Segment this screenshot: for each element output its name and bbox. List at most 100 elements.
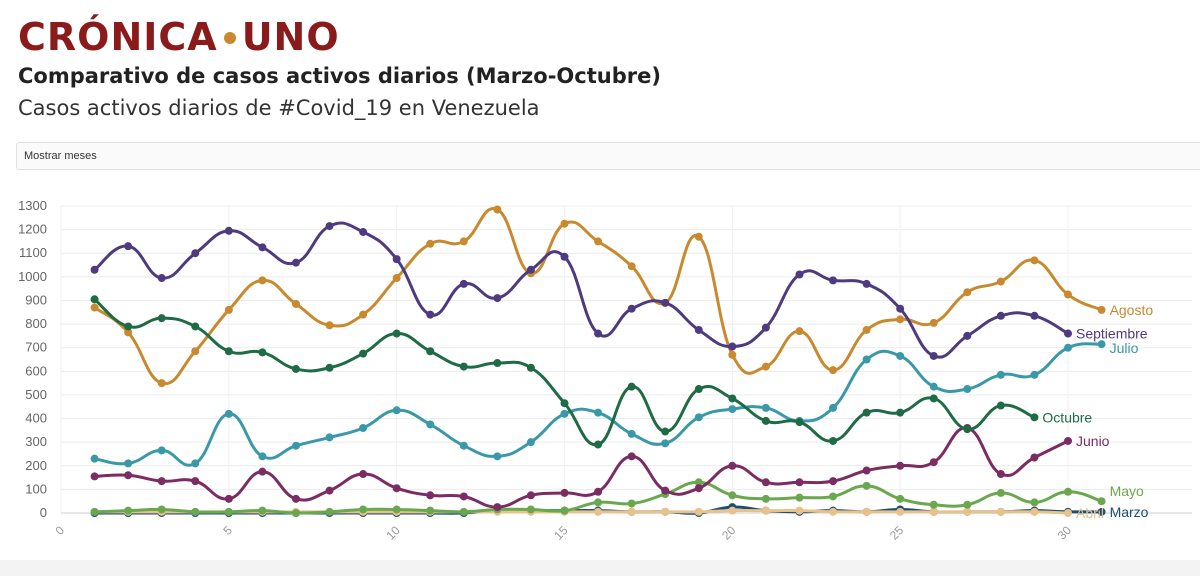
data-point	[594, 498, 603, 507]
data-point	[1064, 343, 1072, 352]
data-point	[728, 342, 737, 351]
data-point	[359, 227, 368, 236]
data-point	[526, 491, 535, 500]
data-point	[90, 265, 99, 274]
x-tick-label: 15	[551, 523, 571, 543]
data-point	[694, 385, 703, 394]
data-point	[191, 249, 200, 258]
data-point	[157, 314, 166, 323]
x-tick-label: 30	[1055, 523, 1075, 543]
data-point	[1097, 497, 1106, 506]
series-label: Junio	[1076, 433, 1110, 449]
data-point	[325, 222, 334, 231]
data-point	[1097, 340, 1106, 349]
data-point	[896, 461, 905, 470]
data-point	[560, 506, 569, 515]
data-point	[1064, 436, 1072, 445]
logo-dot-icon	[223, 32, 236, 44]
data-point	[459, 441, 468, 450]
data-point	[761, 506, 770, 515]
data-point	[963, 385, 972, 394]
data-point	[1030, 498, 1039, 507]
data-point	[761, 362, 770, 371]
data-point	[224, 305, 233, 314]
data-point	[728, 350, 737, 359]
data-point	[728, 506, 737, 515]
series-label: Julio	[1110, 340, 1139, 356]
data-point	[493, 205, 502, 214]
data-point	[661, 298, 670, 307]
series-label: Agosto	[1110, 302, 1154, 318]
data-point	[191, 347, 200, 356]
data-point	[224, 507, 233, 516]
data-point	[896, 494, 905, 503]
month-toggle-control[interactable]: Mostrar meses	[16, 142, 1200, 170]
data-point	[627, 382, 636, 391]
data-point	[90, 454, 99, 463]
data-point	[90, 303, 99, 312]
data-point	[291, 364, 300, 373]
data-point	[291, 300, 300, 309]
data-point	[90, 295, 99, 304]
data-point	[996, 507, 1005, 516]
data-point	[258, 243, 267, 252]
data-point	[728, 491, 737, 500]
data-point	[728, 394, 737, 403]
data-point	[761, 403, 770, 412]
data-point	[1030, 413, 1039, 422]
data-point	[325, 363, 334, 372]
data-point	[627, 429, 636, 438]
data-point	[795, 327, 804, 336]
data-point	[862, 279, 871, 288]
y-tick-label: 800	[25, 316, 47, 331]
data-point	[325, 486, 334, 495]
data-point	[829, 492, 838, 501]
y-tick-label: 600	[25, 363, 47, 378]
data-point	[325, 321, 334, 330]
y-tick-label: 1300	[18, 198, 47, 213]
data-point	[426, 491, 435, 500]
data-point	[761, 478, 770, 487]
series-layer	[90, 205, 1106, 517]
data-point	[1064, 487, 1072, 496]
data-point	[829, 366, 838, 375]
data-point	[157, 446, 166, 455]
data-point	[896, 507, 905, 516]
data-point	[359, 505, 368, 514]
data-point	[862, 325, 871, 334]
data-point	[627, 262, 636, 271]
data-point	[594, 507, 603, 516]
data-point	[493, 294, 502, 303]
y-tick-label: 300	[25, 434, 47, 449]
data-point	[862, 466, 871, 475]
data-point	[694, 413, 703, 422]
data-point	[392, 274, 401, 283]
series-mayo	[90, 478, 1106, 517]
data-point	[157, 477, 166, 486]
data-point	[795, 506, 804, 515]
data-point	[929, 382, 938, 391]
data-point	[996, 401, 1005, 410]
y-tick-label: 500	[25, 387, 47, 402]
data-point	[929, 507, 938, 516]
data-point	[90, 507, 99, 516]
data-point	[90, 472, 99, 481]
data-point	[996, 488, 1005, 497]
y-tick-label: 0	[40, 505, 47, 520]
cronica-uno-logo[interactable]: CRÓNICA UNO	[18, 14, 340, 60]
data-point	[594, 487, 603, 496]
data-point	[291, 258, 300, 267]
data-point	[795, 270, 804, 279]
data-point	[1030, 256, 1039, 265]
data-point	[694, 232, 703, 241]
data-point	[157, 379, 166, 388]
data-point	[426, 420, 435, 429]
x-tick-label: 25	[887, 523, 907, 543]
data-point	[929, 458, 938, 467]
data-point	[258, 467, 267, 476]
y-tick-label: 100	[25, 481, 47, 496]
series-septiembre	[90, 221, 1072, 360]
data-point	[829, 477, 838, 486]
data-point	[862, 481, 871, 490]
data-point	[426, 239, 435, 248]
